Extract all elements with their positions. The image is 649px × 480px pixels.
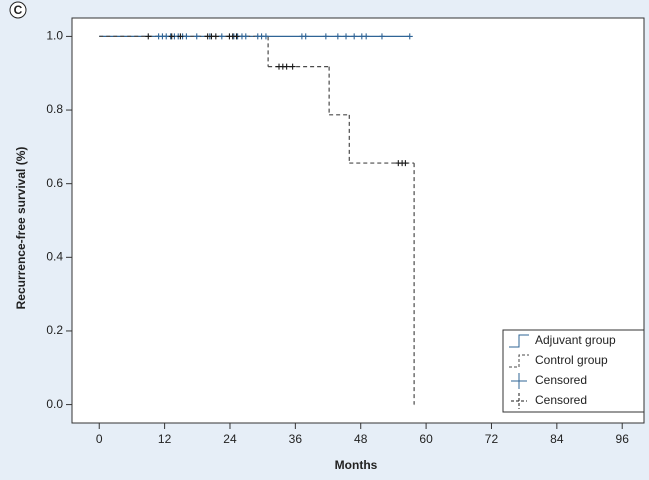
y-tick-label: 1.0 <box>46 29 63 43</box>
censor-mark <box>183 33 190 40</box>
x-tick-label: 96 <box>616 432 630 446</box>
x-tick-label: 48 <box>354 432 368 446</box>
x-tick-label: 72 <box>485 432 499 446</box>
y-tick-label: 0.0 <box>46 397 63 411</box>
censor-mark <box>262 33 269 40</box>
censor-mark <box>406 33 413 40</box>
legend-symbol <box>509 354 529 368</box>
y-tick-label: 0.6 <box>46 176 63 190</box>
censor-mark <box>302 33 309 40</box>
censor-mark <box>242 33 249 40</box>
legend-box <box>502 329 645 413</box>
legend-label: Censored <box>535 373 587 387</box>
x-tick-label: 0 <box>96 432 103 446</box>
censor-mark <box>177 33 184 40</box>
censor-mark <box>343 33 350 40</box>
censor-mark <box>193 33 200 40</box>
legend-label: Censored <box>535 393 587 407</box>
legend-label: Adjuvant group <box>535 333 616 347</box>
censor-mark <box>402 160 409 167</box>
x-tick-label: 60 <box>419 432 433 446</box>
panel-badge <box>9 1 27 19</box>
censor-mark <box>218 33 225 40</box>
x-axis-label: Months <box>335 458 378 472</box>
censor-mark <box>168 33 175 40</box>
legend-symbol <box>511 393 527 409</box>
censor-mark <box>322 33 329 40</box>
x-tick-label: 84 <box>550 432 564 446</box>
x-tick-label: 36 <box>289 432 303 446</box>
y-tick-label: 0.8 <box>46 102 63 116</box>
legend-symbol <box>509 334 529 348</box>
censor-mark <box>145 33 152 40</box>
censor-mark <box>212 33 219 40</box>
censor-mark <box>334 33 341 40</box>
censor-mark <box>233 33 240 40</box>
censor-mark <box>351 33 358 40</box>
censor-mark <box>378 33 385 40</box>
censor-mark <box>283 63 290 70</box>
x-tick-label: 24 <box>223 432 237 446</box>
legend-label: Control group <box>535 353 608 367</box>
legend-symbol <box>511 373 527 389</box>
panel-label: C <box>14 3 23 17</box>
y-tick-label: 0.2 <box>46 323 63 337</box>
y-axis-label: Recurrence-free survival (%) <box>14 147 28 310</box>
censor-mark <box>289 63 296 70</box>
x-tick-label: 12 <box>158 432 172 446</box>
censor-mark <box>363 33 370 40</box>
y-tick-label: 0.4 <box>46 249 63 263</box>
